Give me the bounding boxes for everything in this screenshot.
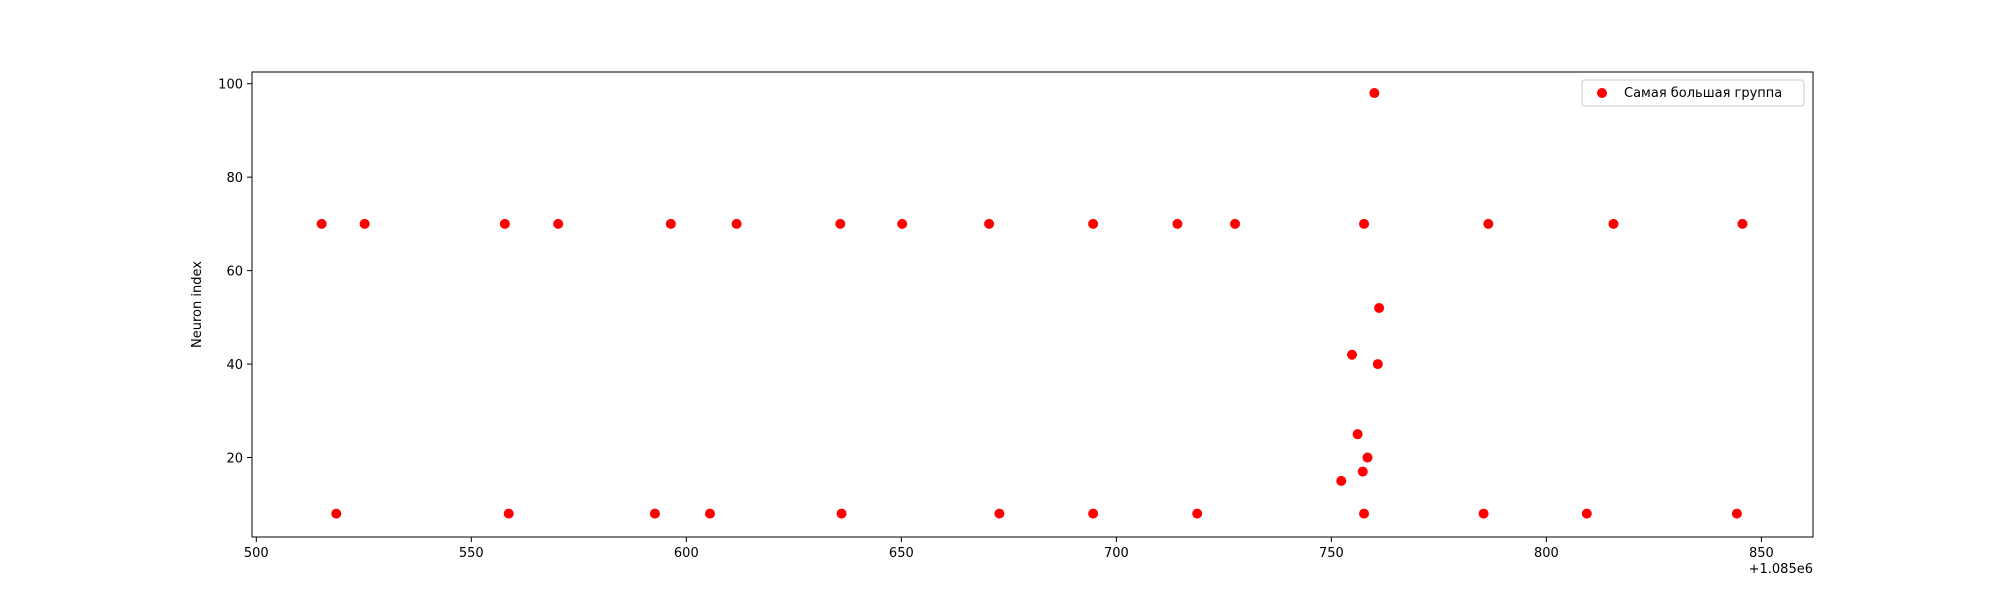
data-point <box>1192 508 1203 519</box>
data-point <box>836 508 847 519</box>
data-point <box>503 508 514 519</box>
data-point <box>649 508 660 519</box>
data-point <box>499 218 510 229</box>
data-point <box>553 218 564 229</box>
data-point <box>1731 508 1742 519</box>
data-point <box>1359 218 1370 229</box>
data-point <box>1172 218 1183 229</box>
x-axis: 500 550 600 650 700 750 800 850 <box>244 537 1774 561</box>
data-point <box>1336 475 1347 486</box>
data-point <box>1347 349 1358 360</box>
data-point <box>1483 218 1494 229</box>
data-point <box>1230 218 1241 229</box>
y-axis: 20 40 60 80 100 <box>218 78 252 467</box>
x-tick-label: 750 <box>1319 546 1344 561</box>
data-point <box>897 218 908 229</box>
data-point <box>1088 508 1099 519</box>
data-point <box>665 218 676 229</box>
x-tick-label: 550 <box>459 546 484 561</box>
x-axis-offset-label: +1.085e6 <box>1749 562 1813 577</box>
legend-marker <box>1597 88 1607 98</box>
data-point <box>1362 452 1373 463</box>
data-point <box>1581 508 1592 519</box>
plot-frame <box>251 71 1814 538</box>
data-point <box>1357 466 1368 477</box>
data-point <box>1352 429 1363 440</box>
y-tick-label: 40 <box>226 358 243 373</box>
x-tick-label: 850 <box>1749 546 1774 561</box>
data-point <box>984 218 995 229</box>
data-point <box>835 218 846 229</box>
data-point <box>1608 218 1619 229</box>
data-point <box>1737 218 1748 229</box>
data-point <box>359 218 370 229</box>
x-tick-label: 500 <box>244 546 269 561</box>
x-tick-label: 600 <box>674 546 699 561</box>
x-tick-label: 650 <box>889 546 914 561</box>
data-point <box>1478 508 1489 519</box>
x-tick-label: 800 <box>1534 546 1559 561</box>
data-point <box>704 508 715 519</box>
data-point <box>1369 88 1380 99</box>
y-tick-label: 20 <box>226 452 243 467</box>
data-point <box>731 218 742 229</box>
data-point <box>316 218 327 229</box>
legend-box <box>1581 79 1805 107</box>
y-tick-label: 80 <box>226 171 243 186</box>
x-tick-label: 700 <box>1104 546 1129 561</box>
data-point <box>331 508 342 519</box>
y-tick-label: 60 <box>226 265 243 280</box>
y-axis-label: Neuron index <box>190 261 205 348</box>
data-point <box>1088 218 1099 229</box>
legend: Самая большая группа <box>1581 79 1805 107</box>
legend-label: Самая большая группа <box>1624 86 1782 101</box>
data-point <box>1372 359 1383 370</box>
plot-area <box>251 71 1814 538</box>
data-point <box>994 508 1005 519</box>
data-point <box>1359 508 1370 519</box>
data-point <box>1374 303 1385 314</box>
y-tick-label: 100 <box>218 78 243 93</box>
